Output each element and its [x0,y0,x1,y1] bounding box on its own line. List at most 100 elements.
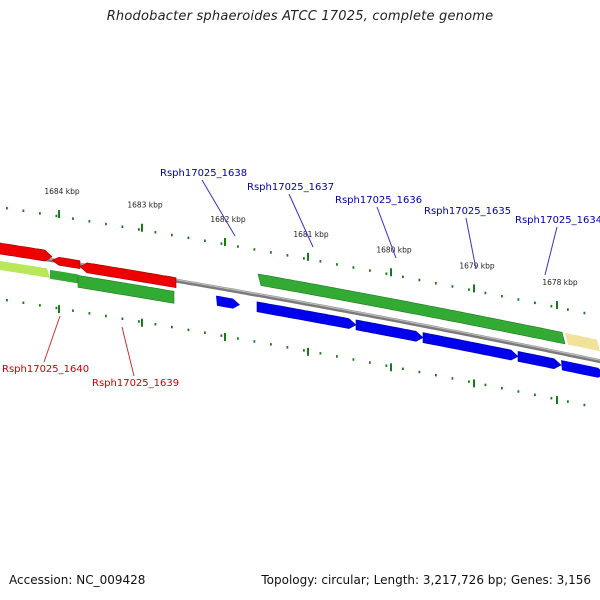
cds-reverse-3 [79,262,177,289]
tick-major-inner [390,363,392,372]
tick-dot-inner [501,386,503,390]
tick-major-outer [307,252,309,261]
tick-dot-inner [369,361,371,364]
tick-label: 1679 kbp [459,261,495,270]
tick-major-inner [556,396,558,405]
tick-dot-inner [484,383,487,387]
tick-dot-inner [270,343,272,346]
leader-line [465,217,477,270]
cds-forward-4 [517,351,562,370]
tick-dot-inner [220,334,223,337]
tick-major-inner [141,318,143,327]
leader-line [288,193,314,248]
tick-dot-outer [171,233,173,237]
tick-label: 1683 kbp [127,201,163,210]
tick-dot-inner [88,312,91,315]
tick-dot-inner [451,377,454,380]
tick-major-outer [224,237,226,246]
tick-dot-inner [550,396,553,400]
tick-dot-outer [435,281,437,285]
tick-dot-inner [72,309,74,312]
tick-dot-outer [220,242,223,245]
tick-dot-outer [121,225,124,228]
gene-label: Rsph17025_1634 [515,215,600,226]
tick-dot-outer [22,209,25,213]
tick-dot-inner [468,380,470,383]
tick-dot-outer [187,236,190,240]
tick-dot-outer [72,217,74,220]
tick-dot-inner [138,320,140,323]
tick-dot-outer [369,269,371,272]
leader-line [43,315,61,363]
tick-dot-inner [319,352,322,355]
tick-dot-outer [39,212,41,215]
gene-label: Rsph17025_1638 [160,168,247,179]
tick-major-outer [473,284,475,293]
cds-forward-2 [355,319,424,342]
scale-ticks: 1684 kbp 1683 kbp 1682 kbp 1681 kbp 1680 kbp… [6,187,586,407]
gene-label: Rsph17025_1639 [92,378,179,389]
tick-dot-outer [6,206,8,210]
tick-label: 1682 kbp [210,215,246,224]
gene-label: Rsph17025_1635 [424,206,511,217]
tick-dot-outer [105,222,107,226]
tick-dot-outer [385,272,388,275]
tick-dot-inner [336,355,338,358]
tick-dot-inner [435,373,437,377]
cds-reverse-1 [0,242,53,262]
tick-dot-inner [534,393,536,397]
tick-dot-inner [121,317,124,320]
tick-major-outer [556,301,558,310]
tick-dot-outer [550,304,553,308]
tick-dot-outer [336,263,338,266]
tick-dot-outer [253,248,256,251]
gene-label: Rsph17025_1637 [247,182,334,193]
tick-dot-outer [204,239,206,242]
tick-dot-inner [237,337,239,340]
tick-dot-outer [319,260,322,263]
tick-label: 1684 kbp [44,187,80,196]
leader-line [201,179,236,237]
tick-major-inner [224,332,226,341]
tick-dot-outer [418,278,421,282]
tick-dot-outer [534,301,536,305]
tick-dot-outer [517,298,520,301]
map-title: Rhodobacter sphaeroides ATCC 17025, comp… [106,9,494,24]
tick-label: 1681 kbp [293,230,329,239]
tick-dot-outer [583,311,586,315]
tick-label: 1680 kbp [376,245,412,254]
tick-dot-inner [154,323,157,326]
tick-dot-outer [402,275,404,279]
tick-dot-inner [303,349,305,352]
tick-major-inner [307,347,309,356]
tick-dot-outer [484,291,487,295]
tick-dot-outer [501,294,503,298]
tick-dot-outer [567,308,569,311]
tick-dot-outer [237,245,239,248]
tick-dot-inner [583,403,586,407]
leader-line [121,326,135,377]
cds-forward-5 [561,360,600,378]
tick-dot-outer [286,254,289,257]
cds-forward-0 [216,295,240,309]
gene-band-reverse-3 [77,275,175,304]
tick-dot-outer [270,251,272,254]
feature-track [0,242,600,378]
genome-summary-text: Topology: circular; Length: 3,217,726 bp… [261,573,591,587]
tick-dot-inner [105,314,107,318]
tick-major-outer [58,210,60,219]
cds-reverse-2 [51,256,81,270]
tick-dot-inner [204,331,206,334]
tick-dot-inner [418,370,421,374]
tick-major-inner [58,305,60,314]
tick-dot-inner [39,304,41,307]
tick-dot-outer [55,214,58,218]
cds-forward-3 [422,332,519,361]
tick-major-outer [141,223,143,232]
tick-dot-inner [171,325,173,329]
gene-label: Rsph17025_1640 [2,364,89,375]
tick-dot-inner [253,340,256,343]
tick-dot-outer [451,285,454,288]
